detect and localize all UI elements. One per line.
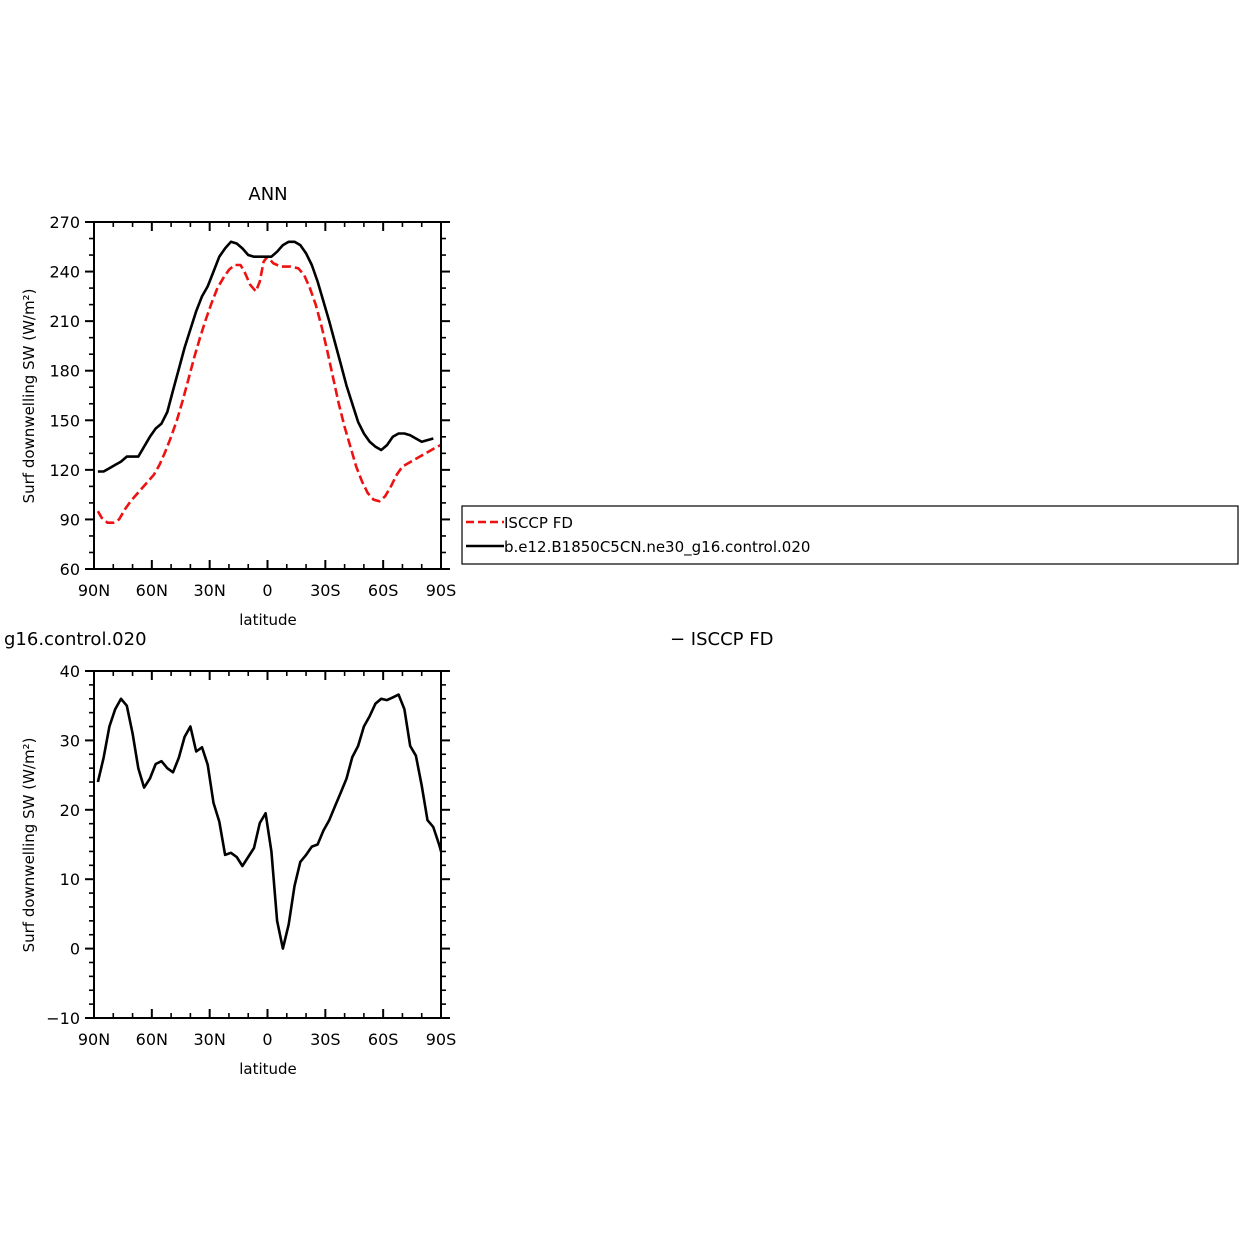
y-tick-label: −10 <box>46 1009 80 1028</box>
chart-title: ANN <box>248 184 287 205</box>
legend-label-model: b.e12.B1850C5CN.ne30_g16.control.020 <box>504 538 810 557</box>
series-line-model <box>97 240 434 473</box>
y-tick-label: 10 <box>60 870 80 889</box>
x-tick-label: 30S <box>310 1030 341 1049</box>
x-tick-label: 60N <box>136 1030 168 1049</box>
y-tick-label: 180 <box>49 362 80 381</box>
y-axis-label: Surf downwelling SW (W/m²) <box>20 738 38 953</box>
y-tick-label: 30 <box>60 731 80 750</box>
x-tick-label: 90N <box>78 581 110 600</box>
series-line-model <box>96 693 441 950</box>
x-tick-label: 30S <box>310 581 341 600</box>
x-tick-label: 60S <box>368 581 399 600</box>
x-tick-label: 30N <box>194 581 226 600</box>
difference-panel: g16.control.020 − ISCCP FD 90N 60N 30N 0 30S… <box>4 629 773 1078</box>
plot-frame <box>93 221 442 570</box>
legend-label-obs: ISCCP FD <box>504 514 573 532</box>
annual-mean-panel: ANN 90N 60N 30N 0 30S 60S 90S 60 90 120 150 180 210 2… <box>20 184 456 629</box>
x-tick-label: 90N <box>78 1030 110 1049</box>
plot-frame <box>93 670 442 1019</box>
x-tick-label: 0 <box>262 581 272 600</box>
x-tick-label: 90S <box>426 581 457 600</box>
y-tick-label: 0 <box>70 940 80 959</box>
y-tick-label: 150 <box>49 411 80 430</box>
x-tick-label: 60N <box>136 581 168 600</box>
x-tick-label: 90S <box>426 1030 457 1049</box>
legend: ISCCP FD b.e12.B1850C5CN.ne30_g16.contro… <box>461 505 1239 565</box>
x-tick-label: 0 <box>262 1030 272 1049</box>
y-tick-label: 240 <box>49 263 80 282</box>
y-tick-label: 120 <box>49 461 80 480</box>
x-tick-label: 60S <box>368 1030 399 1049</box>
y-tick-label: 270 <box>49 213 80 232</box>
chart-title-right: − ISCCP FD <box>670 629 773 650</box>
y-tick-label: 60 <box>60 560 80 579</box>
y-tick-label: 40 <box>60 662 80 681</box>
y-tick-label: 90 <box>60 510 80 529</box>
x-tick-label: 30N <box>194 1030 226 1049</box>
legend-box <box>461 505 1239 565</box>
series-line-obs <box>96 255 441 524</box>
y-tick-label: 20 <box>60 801 80 820</box>
chart-title-left: g16.control.020 <box>4 629 147 650</box>
y-axis-label: Surf downwelling SW (W/m²) <box>20 289 38 504</box>
x-axis-label: latitude <box>239 1060 297 1078</box>
y-tick-label: 210 <box>49 312 80 331</box>
x-axis-label: latitude <box>239 611 297 629</box>
